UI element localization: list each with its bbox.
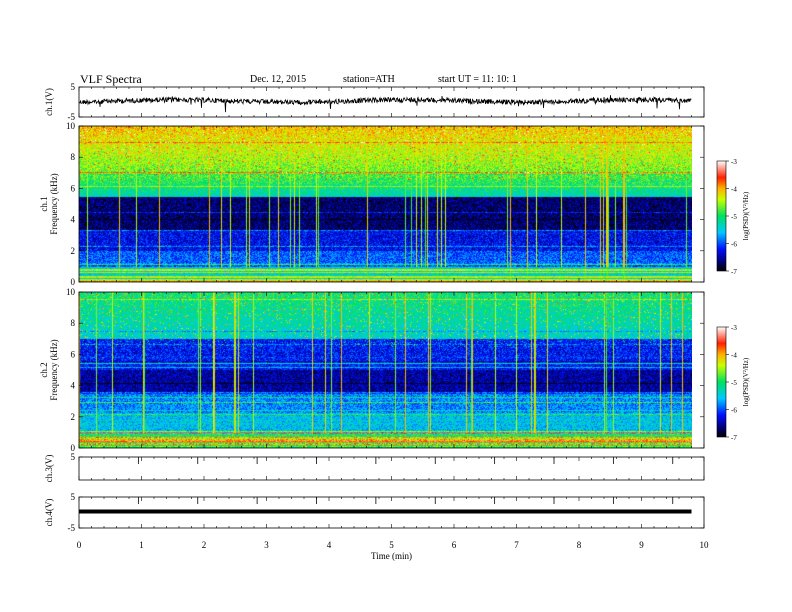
ch2spec-spectrogram xyxy=(79,292,692,448)
colorbar-tick-label: -3 xyxy=(731,158,737,166)
x-tick-label: 2 xyxy=(202,540,207,550)
y-tick-label: 5 xyxy=(71,452,76,462)
y-tick-label: 4 xyxy=(71,381,76,391)
y-tick-label: 6 xyxy=(71,349,76,359)
colorbar-tick-label: -6 xyxy=(731,241,737,249)
date-label: Dec. 12, 2015 xyxy=(250,74,307,85)
x-tick-label: 3 xyxy=(264,540,269,550)
y-tick-label: 10 xyxy=(66,121,76,131)
x-axis-label: Time (min) xyxy=(371,551,412,561)
colorbar-tick-label: -7 xyxy=(731,268,737,276)
colorbar-tick-label: -3 xyxy=(731,324,737,332)
ch1v-ylabel: ch.1(V) xyxy=(44,88,54,116)
colorbar-tick-label: -7 xyxy=(731,434,737,442)
x-tick-label: 10 xyxy=(700,540,710,550)
x-tick-label: 5 xyxy=(389,540,394,550)
y-tick-label: 5 xyxy=(71,82,76,92)
ch2spec-ylabel: ch.2 xyxy=(39,362,49,377)
y-tick-label: 8 xyxy=(71,318,76,328)
colorbar-label: log(PSD)(V²/Hz) xyxy=(742,191,750,240)
start-time-label: start UT = 11: 10: 1 xyxy=(438,74,517,85)
y-tick-label: 4 xyxy=(71,215,76,225)
chart-title: VLF Spectra xyxy=(80,72,142,86)
ch1v-frame xyxy=(78,86,705,118)
ch1spec-spectrogram xyxy=(79,126,692,282)
y-tick-label: 5 xyxy=(71,492,76,502)
ch4v-trace xyxy=(79,509,692,514)
ch1spec-ylabel2: Frequency (kHz) xyxy=(49,173,59,234)
y-tick-label: 2 xyxy=(71,246,76,256)
x-tick-label: 0 xyxy=(77,540,82,550)
colorbar-tick-label: -5 xyxy=(731,213,737,221)
ch2spec-ylabel2: Frequency (kHz) xyxy=(49,339,59,400)
ch1v-trace xyxy=(78,95,692,113)
ch4v-ylabel: ch.4(V) xyxy=(44,499,54,527)
y-tick-label: 8 xyxy=(71,152,76,162)
y-tick-label: 0 xyxy=(71,443,76,453)
x-tick-label: 4 xyxy=(327,540,332,550)
y-tick-label: 6 xyxy=(71,183,76,193)
x-tick-label: 9 xyxy=(639,540,644,550)
x-tick-label: 6 xyxy=(452,540,457,550)
y-tick-label: 2 xyxy=(71,412,76,422)
ch3v-ylabel: ch.3(V) xyxy=(44,455,54,483)
colorbar-tick-label: -4 xyxy=(731,352,737,360)
x-tick-label: 1 xyxy=(139,540,144,550)
colorbar-tick-label: -6 xyxy=(731,407,737,415)
colorbar-tick-label: -4 xyxy=(731,186,737,194)
y-tick-label: -5 xyxy=(68,112,76,122)
colorbar-label: log(PSD)(V²/Hz) xyxy=(742,357,750,406)
colorbar xyxy=(716,326,727,438)
y-tick-label: 0 xyxy=(71,277,76,287)
colorbar-tick-label: -5 xyxy=(731,379,737,387)
x-tick-label: 7 xyxy=(514,540,519,550)
x-tick-label: 8 xyxy=(577,540,582,550)
colorbar xyxy=(716,160,727,272)
station-label: station=ATH xyxy=(343,74,395,85)
y-tick-label: -5 xyxy=(68,523,76,533)
ch1spec-ylabel: ch.1 xyxy=(39,196,49,211)
y-tick-label: 10 xyxy=(66,287,76,297)
